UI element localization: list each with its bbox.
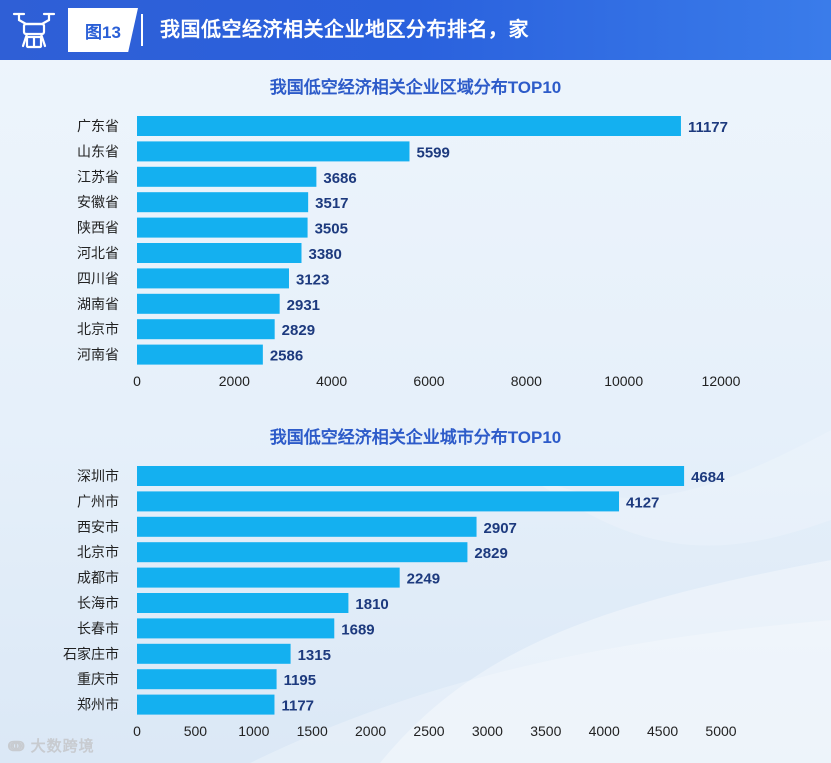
x-tick-label: 1500 — [297, 723, 328, 739]
x-tick-label: 0 — [133, 723, 141, 739]
drone-icon — [12, 12, 56, 49]
chart-2-plot: 深圳市 4684 广州市 4127 西安市 2907 北京市 2829 成都市 2249 长海市 18… — [63, 466, 737, 739]
category-label: 湖南省 — [77, 296, 119, 312]
x-tick-label: 1000 — [238, 723, 269, 739]
bar — [137, 217, 308, 238]
category-label: 广州市 — [77, 493, 119, 509]
data-label: 4684 — [691, 469, 725, 486]
bar — [137, 669, 277, 690]
category-label: 北京市 — [77, 321, 119, 337]
category-label: 长海市 — [77, 595, 119, 611]
chart-1-plot: 广东省 11177 山东省 5599 江苏省 3686 安徽省 3517 陕西省 3505 河北省 3… — [77, 116, 741, 389]
x-tick-label: 12000 — [702, 373, 741, 389]
x-tick-label: 2000 — [219, 373, 250, 389]
header-banner: 图13 我国低空经济相关企业地区分布排名，家 — [0, 0, 831, 60]
category-label: 广东省 — [77, 118, 119, 134]
category-label: 四川省 — [77, 270, 119, 286]
x-tick-label: 10000 — [604, 373, 643, 389]
chart-1-title: 我国低空经济相关企业区域分布TOP10 — [269, 78, 562, 97]
bar — [137, 694, 275, 715]
data-label: 1810 — [355, 596, 388, 613]
x-tick-label: 4000 — [316, 373, 347, 389]
category-label: 重庆市 — [77, 671, 119, 687]
data-label: 3686 — [323, 170, 356, 187]
x-tick-label: 5000 — [705, 723, 736, 739]
data-label: 2907 — [484, 520, 517, 537]
bar — [137, 268, 289, 289]
data-label: 3517 — [315, 195, 348, 212]
data-label: 1315 — [298, 647, 331, 664]
category-label: 深圳市 — [77, 468, 119, 484]
x-tick-label: 6000 — [413, 373, 444, 389]
bar — [137, 243, 302, 263]
watermark-logo: ↈ 大数跨境 — [8, 735, 95, 756]
bar — [137, 643, 291, 664]
category-label: 陕西省 — [77, 220, 119, 236]
bar — [137, 319, 275, 340]
bar — [137, 516, 477, 537]
data-label: 3380 — [308, 246, 341, 263]
figure-number-tag: 图13 — [68, 8, 138, 52]
bar — [137, 344, 263, 365]
data-label: 1195 — [284, 672, 317, 689]
x-tick-label: 3000 — [472, 723, 503, 739]
x-tick-label: 4500 — [647, 723, 678, 739]
data-label: 2931 — [287, 297, 320, 314]
bar — [137, 567, 400, 588]
category-label: 山东省 — [77, 143, 119, 159]
bar — [137, 466, 685, 486]
category-label: 安徽省 — [77, 194, 119, 210]
bar — [137, 141, 410, 162]
category-label: 河南省 — [77, 347, 119, 363]
category-label: 江苏省 — [77, 169, 119, 185]
data-label: 1689 — [341, 621, 374, 638]
chart-2-title: 我国低空经济相关企业城市分布TOP10 — [269, 428, 562, 447]
category-label: 石家庄市 — [63, 646, 119, 662]
category-label: 长春市 — [77, 620, 119, 636]
data-label: 1177 — [281, 698, 314, 715]
category-label: 西安市 — [77, 519, 119, 535]
watermark-text: 大数跨境 — [30, 738, 95, 755]
x-tick-label: 0 — [133, 373, 141, 389]
watermark-mark-icon: ↈ — [8, 738, 26, 755]
data-label: 3123 — [296, 271, 329, 288]
data-label: 2586 — [270, 348, 303, 365]
category-label: 北京市 — [77, 544, 119, 560]
bar — [137, 116, 681, 136]
data-label: 2829 — [474, 545, 507, 562]
bar — [137, 491, 620, 512]
data-label: 11177 — [688, 119, 728, 136]
data-label: 5599 — [416, 144, 449, 161]
data-label: 2829 — [282, 322, 315, 339]
header-divider — [141, 14, 143, 46]
bar — [137, 293, 280, 314]
bar — [137, 192, 309, 213]
x-tick-label: 4000 — [589, 723, 620, 739]
category-label: 成都市 — [77, 570, 119, 586]
category-label: 郑州市 — [77, 697, 119, 713]
page-title: 我国低空经济相关企业地区分布排名，家 — [160, 19, 529, 41]
bar — [137, 593, 349, 613]
x-tick-label: 2500 — [413, 723, 444, 739]
x-tick-label: 3500 — [530, 723, 561, 739]
bar — [137, 166, 317, 187]
category-label: 河北省 — [77, 245, 119, 261]
data-label: 3505 — [315, 221, 348, 238]
x-tick-label: 2000 — [355, 723, 386, 739]
x-tick-label: 8000 — [511, 373, 542, 389]
bar — [137, 542, 468, 563]
x-tick-label: 500 — [184, 723, 208, 739]
bar — [137, 618, 335, 639]
data-label: 4127 — [626, 494, 659, 511]
data-label: 2249 — [407, 571, 440, 588]
